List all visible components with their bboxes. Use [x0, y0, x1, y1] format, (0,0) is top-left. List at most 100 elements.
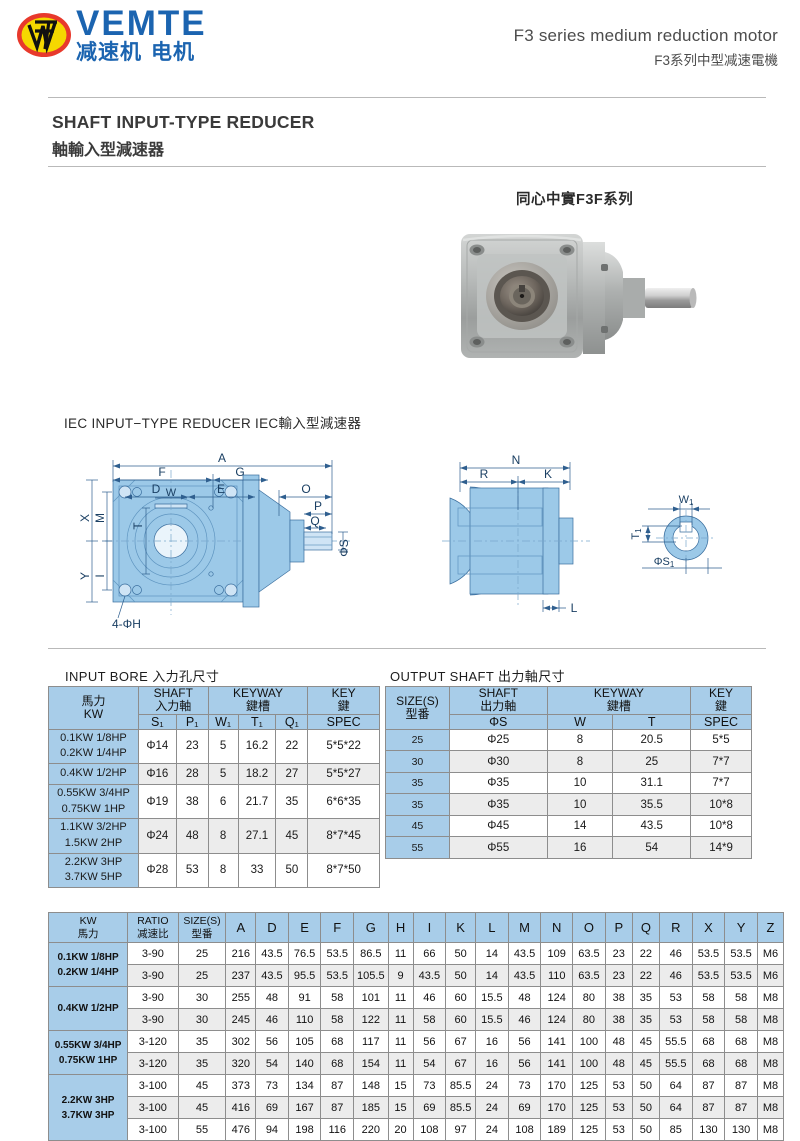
cell-s: Φ45 — [448, 814, 548, 838]
cell-p: 53 — [604, 1074, 633, 1097]
cell-y: 87 — [724, 1096, 758, 1119]
cell-t1: 18.2 — [237, 763, 277, 786]
cell-e: 76.5 — [287, 942, 322, 965]
dim-label-M: M — [93, 513, 107, 523]
cell-size: 45 — [177, 1074, 227, 1097]
cell-l: 24 — [475, 1096, 509, 1119]
cell-r: 85 — [658, 1118, 693, 1141]
cell-p: 53 — [604, 1118, 633, 1141]
cell-i: 66 — [412, 942, 447, 965]
cell-t1: 16.2 — [237, 728, 277, 765]
dim-label-R: R — [480, 467, 489, 481]
dim-label-P: P — [314, 499, 322, 513]
cell-e: 91 — [287, 986, 322, 1009]
cell-w1: 5 — [207, 728, 239, 765]
col-header-z: Z — [756, 912, 785, 943]
cell-l: 15.5 — [475, 986, 509, 1009]
cell-k: 85.5 — [445, 1096, 477, 1119]
dim-label-X: X — [78, 514, 92, 522]
cell-spec: 5*5*22 — [307, 728, 380, 765]
cell-g: 86.5 — [353, 942, 389, 965]
cell-g: 148 — [353, 1074, 389, 1097]
cell-q1: 27 — [275, 763, 309, 786]
cell-d: 54 — [255, 1052, 289, 1075]
dim-label-T1: T1 — [630, 528, 643, 540]
cell-t: 43.5 — [612, 814, 692, 838]
cell-w1: 6 — [207, 784, 239, 820]
cell-f: 58 — [320, 986, 355, 1009]
cell-e: 105 — [287, 1030, 322, 1053]
col-header-phis: ΦS — [448, 713, 548, 730]
cell-o: 125 — [572, 1096, 606, 1119]
cell-ratio: 3-90 — [127, 1008, 179, 1031]
cell-q1: 35 — [275, 784, 309, 820]
cell-n: 170 — [540, 1096, 574, 1119]
output-shaft-label: OUTPUT SHAFT 出力軸尺寸 — [390, 669, 566, 684]
cell-z: M8 — [756, 1008, 785, 1031]
cell-spec: 5*5*27 — [307, 763, 380, 786]
cell-q: 50 — [631, 1118, 660, 1141]
table-row: 3-90 25 237 43.5 95.5 53.5 105.5 9 43.5 50 14 43.5 1… — [49, 964, 785, 987]
cell-size: 35 — [385, 793, 450, 816]
cell-d: 73 — [255, 1074, 289, 1097]
cell-x: 58 — [691, 1008, 726, 1031]
cell-kw: 0.4KW 1/2HP — [48, 763, 139, 786]
cell-w: 8 — [546, 750, 614, 773]
cell-d: 69 — [255, 1096, 289, 1119]
cell-spec: 10*8 — [690, 793, 752, 816]
cell-s1: Φ16 — [137, 763, 177, 786]
cell-x: 53.5 — [691, 942, 726, 965]
cell-h: 20 — [387, 1118, 414, 1141]
drawing-section-title: IEC INPUT−TYPE REDUCER IEC輸入型減速器 — [64, 416, 362, 431]
cell-g: 185 — [353, 1096, 389, 1119]
cell-h: 11 — [387, 1052, 414, 1075]
col-header-kw-cn: 馬力 — [81, 693, 106, 708]
cell-l: 16 — [475, 1052, 509, 1075]
cell-ratio: 3-100 — [127, 1096, 179, 1119]
col-header-key-cn: 鍵 — [715, 699, 728, 714]
cell-h: 11 — [387, 1030, 414, 1053]
cell-kw: 0.4KW 1/2HP — [47, 986, 129, 1031]
cell-x: 53.5 — [691, 964, 726, 987]
page-header: VEMTE 减速机 电机 F3 series medium reduction m… — [0, 0, 800, 96]
cell-kw: 2.2KW 3HP 3.7KW 3HP — [47, 1074, 129, 1141]
col-header-o: O — [572, 912, 606, 943]
col-header-spec: SPEC — [690, 713, 752, 730]
cell-a: 373 — [225, 1074, 257, 1097]
dim-label-W: W — [166, 487, 177, 499]
cell-n: 110 — [540, 964, 574, 987]
cell-ratio: 3-120 — [127, 1052, 179, 1075]
cell-z: M6 — [756, 964, 785, 987]
cell-i: 108 — [412, 1118, 447, 1141]
cell-q: 45 — [631, 1030, 660, 1053]
logo-chinese-text: 减速机 电机 — [76, 42, 207, 63]
cell-p: 48 — [604, 1030, 633, 1053]
cell-spec: 7*7 — [690, 750, 752, 773]
cell-m: 43.5 — [507, 964, 542, 987]
col-header-f: F — [320, 912, 355, 943]
table-row: 3-100 55 476 94 198 116 220 20 108 97 24 108 189 125 5… — [49, 1118, 785, 1141]
cell-z: M8 — [756, 1074, 785, 1097]
cell-spec: 8*7*45 — [307, 818, 380, 854]
cell-d: 48 — [255, 986, 289, 1009]
cell-s1: Φ14 — [137, 728, 177, 765]
cell-y: 68 — [724, 1052, 758, 1075]
cell-t1: 21.7 — [237, 784, 277, 820]
cell-a: 255 — [225, 986, 257, 1009]
cell-h: 11 — [387, 986, 414, 1009]
cell-h: 15 — [387, 1074, 414, 1097]
cell-o: 63.5 — [572, 964, 606, 987]
vemte-logo-mark-icon — [16, 7, 72, 63]
cell-s: Φ35 — [448, 771, 548, 795]
cell-a: 476 — [225, 1118, 257, 1141]
dim-label-A: A — [218, 451, 226, 465]
table-row: 35 Φ35 10 35.5 10*8 — [385, 793, 752, 816]
cell-m: 73 — [507, 1074, 542, 1097]
input-bore-table: 馬力 KW SHAFT 入力軸 KEYWAY 鍵槽 KEY 鍵 S₁ P₁ W₁… — [48, 686, 380, 888]
dim-label-W1: W1 — [679, 494, 694, 507]
cell-y: 87 — [724, 1074, 758, 1097]
table-row: 0.55KW 3/4HP 0.75KW 1HP 3-120 35 302 56 105 68 1… — [47, 1030, 785, 1075]
cell-f: 68 — [320, 1030, 355, 1053]
cell-w: 14 — [546, 814, 614, 838]
cell-p: 38 — [604, 986, 633, 1009]
